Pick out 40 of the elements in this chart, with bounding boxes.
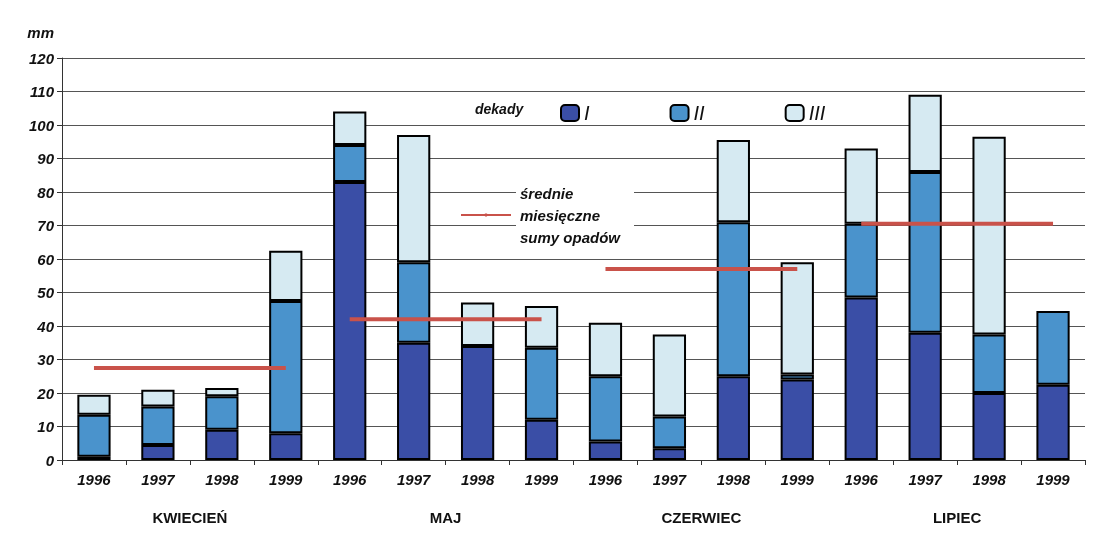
x-tick-label: 1999 bbox=[780, 471, 815, 488]
y-tick-label: 90 bbox=[37, 150, 55, 167]
y-tick-label: 60 bbox=[37, 250, 55, 268]
y-tick-label: 70 bbox=[37, 217, 55, 234]
y-tick-label: 110 bbox=[30, 83, 55, 100]
legend-title: dekady bbox=[475, 101, 525, 117]
y-tick-label: 100 bbox=[28, 116, 55, 134]
text: MAJ bbox=[429, 508, 462, 526]
x-tick-label: 1998 bbox=[460, 471, 495, 488]
x-tick-label: 1997 bbox=[396, 471, 431, 488]
x-tick-label: 1996 bbox=[333, 471, 368, 488]
x-tick-label: 1999 bbox=[269, 471, 304, 488]
x-tick-label: 1998 bbox=[205, 471, 240, 488]
y-tick-label: 80 bbox=[37, 183, 55, 201]
y-tick-label: 10 bbox=[37, 418, 55, 435]
legend-label: I bbox=[584, 102, 590, 124]
text: CZERWIEC bbox=[661, 508, 742, 526]
x-tick-label: 1997 bbox=[652, 471, 687, 488]
x-tick-label: 1996 bbox=[844, 471, 879, 488]
y-tick-label: 50 bbox=[37, 284, 55, 301]
x-tick-label: 1998 bbox=[972, 471, 1007, 488]
y-tick-label: 20 bbox=[36, 384, 55, 402]
y-tick-label: 120 bbox=[28, 49, 55, 67]
x-tick-label: 1997 bbox=[908, 471, 943, 488]
x-tick-label: 1999 bbox=[1036, 471, 1071, 488]
legend-label: średnie miesięczne sumy opadów bbox=[520, 184, 622, 246]
x-tick-label: 1999 bbox=[524, 471, 559, 488]
y-tick-label: 0 bbox=[45, 451, 55, 469]
bar bbox=[780, 379, 814, 460]
y-tick-label: 30 bbox=[37, 351, 55, 368]
legend-label: II bbox=[693, 102, 706, 124]
x-tick-label: 1998 bbox=[716, 471, 751, 488]
y-tick-label: 40 bbox=[36, 317, 55, 335]
y-axis-title: mm bbox=[27, 24, 54, 41]
x-tick-label: 1996 bbox=[77, 471, 112, 488]
text: KWIECIEŃ bbox=[152, 508, 228, 526]
text: LIPIEC bbox=[932, 508, 982, 526]
legend-label: III bbox=[808, 102, 826, 124]
x-tick-label: 1997 bbox=[141, 471, 176, 488]
x-tick-label: 1996 bbox=[588, 471, 623, 488]
